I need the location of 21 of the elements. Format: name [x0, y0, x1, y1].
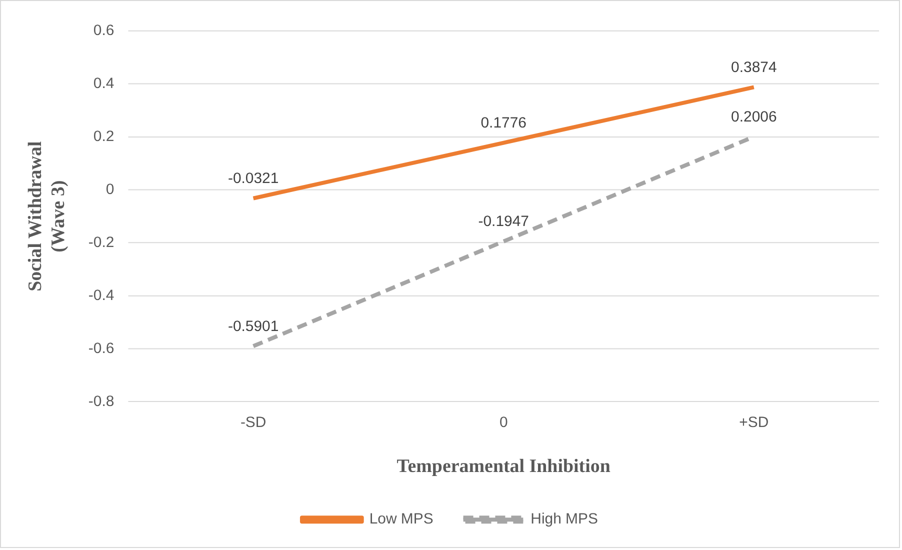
x-tick-label: 0	[499, 414, 508, 431]
data-label: 0.1776	[480, 114, 526, 132]
y-tick-label: 0	[106, 180, 114, 198]
y-tick-label: -0.6	[88, 340, 114, 357]
data-label: -0.0321	[228, 170, 279, 188]
data-label: -0.1947	[478, 213, 529, 230]
y-tick-label: 0.4	[93, 75, 114, 92]
x-axis-title: Temperamental Inhibition	[396, 456, 611, 477]
y-tick-label: -0.4	[88, 286, 114, 304]
y-axis-title: Social Withdrawal (Wave 3)	[25, 141, 69, 292]
y-tick-label: -0.2	[88, 234, 114, 251]
legend-label: High MPS	[530, 510, 598, 528]
legend-label: Low MPS	[369, 510, 434, 528]
data-label: -0.5901	[228, 318, 279, 335]
data-label: 0.3874	[731, 58, 777, 76]
y-tick-label: 0.2	[93, 128, 114, 145]
x-tick-label: -SD	[240, 414, 266, 431]
y-tick-label: 0.6	[93, 22, 114, 40]
x-tick-label: +SD	[739, 414, 769, 431]
data-label: 0.2006	[731, 108, 777, 126]
y-tick-label: -0.8	[88, 392, 114, 410]
